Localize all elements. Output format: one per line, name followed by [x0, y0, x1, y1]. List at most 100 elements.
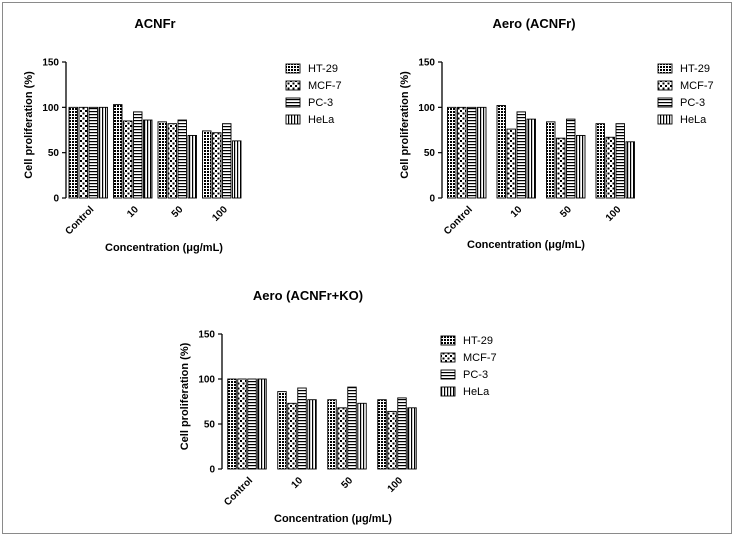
chart-title: Aero (ACNFr) [492, 16, 575, 31]
legend-swatch [657, 80, 673, 91]
bar-ht-29-50 [327, 399, 337, 470]
bar-hela-50 [576, 134, 586, 199]
bar-pc-3-control [467, 106, 477, 199]
legend-label: MCF-7 [463, 352, 497, 364]
y-tick-label: 100 [42, 103, 59, 114]
bar-ht-29-10 [277, 391, 287, 470]
bar-pc-3-control [88, 106, 98, 199]
bar-ht-29-100 [595, 123, 605, 199]
y-tick-label: 150 [418, 58, 435, 69]
x-tick-label: Control [442, 204, 475, 237]
legend-label: PC-3 [680, 97, 705, 109]
y-tick-label: 50 [424, 148, 436, 159]
legend-label: HT-29 [680, 63, 710, 75]
bar-mcf-7-10 [123, 120, 133, 199]
bar-ht-29-control [447, 106, 457, 199]
y-axis-label: Cell proliferation (%) [179, 342, 191, 450]
bar-mcf-7-50 [556, 137, 566, 199]
x-tick-label: 10 [289, 475, 305, 491]
bar-hela-10 [307, 399, 317, 470]
legend-swatch [440, 369, 456, 380]
x-axis-label: Concentration (μg/mL) [467, 239, 585, 251]
bar-ht-29-control [68, 106, 78, 199]
bar-pc-3-control [247, 378, 257, 470]
legend-swatch [440, 352, 456, 363]
x-tick-label: 50 [170, 204, 186, 220]
legend-label: MCF-7 [308, 80, 342, 92]
bar-pc-3-10 [516, 111, 526, 199]
chart-title: Aero (ACNFr+KO) [253, 288, 363, 303]
bar-ht-29-100 [377, 399, 387, 470]
legend-label: PC-3 [308, 97, 333, 109]
bar-mcf-7-10 [287, 402, 297, 470]
bar-ht-29-10 [496, 105, 506, 199]
bar-pc-3-50 [177, 119, 187, 199]
legend-swatch [657, 63, 673, 74]
x-tick-label: 100 [210, 204, 230, 224]
bar-mcf-7-control [457, 106, 467, 199]
bar-hela-100 [407, 407, 417, 470]
chart-legend: HT-29 MCF-7 PC-3 HeLa [285, 63, 342, 126]
bar-hela-control [98, 106, 108, 199]
x-tick-label: 100 [604, 204, 624, 224]
bar-mcf-7-50 [167, 123, 177, 199]
legend-swatch [285, 63, 301, 74]
bar-pc-3-50 [347, 386, 357, 470]
bar-hela-10 [526, 118, 536, 199]
chart-legend: HT-29 MCF-7 PC-3 HeLa [657, 63, 714, 126]
bar-ht-29-50 [546, 121, 556, 199]
bar-mcf-7-control [78, 106, 88, 199]
legend-swatch [440, 386, 456, 397]
legend-label: HT-29 [308, 63, 338, 75]
x-tick-label: 100 [386, 475, 406, 495]
bar-hela-100 [625, 141, 635, 199]
y-tick-label: 100 [198, 375, 215, 386]
x-tick-label: 50 [558, 204, 574, 220]
chart-panel-2: Aero (ACNFr) 0 50 100 150 Cell proliferation … [399, 16, 714, 251]
bar-mcf-7-100 [605, 136, 615, 199]
bar-mcf-7-100 [387, 410, 397, 470]
legend-swatch [657, 97, 673, 108]
bar-pc-3-100 [222, 123, 232, 199]
chart-panel-1: ACNFr 0 50 100 150 Cell proliferation (%) Cont… [23, 16, 342, 254]
bar-hela-control [257, 378, 267, 470]
y-axis-label: Cell proliferation (%) [23, 71, 35, 179]
chart-legend: HT-29 MCF-7 PC-3 HeLa [440, 335, 497, 398]
bar-hela-50 [187, 134, 197, 199]
x-tick-label: Control [63, 204, 96, 237]
legend-swatch [440, 335, 456, 346]
bar-ht-29-50 [157, 121, 167, 199]
x-tick-label: 10 [509, 204, 525, 220]
bar-pc-3-10 [297, 387, 307, 470]
bar-hela-control [477, 106, 487, 199]
y-tick-label: 0 [429, 194, 435, 205]
y-tick-label: 150 [198, 330, 215, 341]
legend-swatch [285, 80, 301, 91]
chart-panel-3: Aero (ACNFr+KO) 0 50 100 150 Cell proliferati… [179, 288, 497, 525]
bar-ht-29-10 [113, 104, 123, 199]
figure-frame [2, 2, 732, 534]
bar-mcf-7-50 [337, 407, 347, 470]
bar-mcf-7-control [237, 378, 247, 470]
y-tick-label: 0 [209, 465, 215, 476]
legend-swatch [285, 114, 301, 125]
legend-swatch [285, 97, 301, 108]
legend-label: MCF-7 [680, 80, 714, 92]
bar-ht-29-100 [202, 130, 212, 199]
bar-pc-3-100 [615, 123, 625, 199]
legend-label: HeLa [463, 386, 490, 398]
legend-label: PC-3 [463, 369, 488, 381]
bar-pc-3-10 [133, 111, 143, 199]
bar-mcf-7-10 [506, 128, 516, 199]
legend-label: HeLa [680, 114, 707, 126]
legend-label: HeLa [308, 114, 335, 126]
y-tick-label: 150 [42, 58, 59, 69]
bar-hela-10 [143, 119, 153, 199]
bar-mcf-7-100 [212, 132, 222, 199]
bar-pc-3-50 [566, 118, 576, 199]
legend-label: HT-29 [463, 335, 493, 347]
x-tick-label: 10 [125, 204, 141, 220]
bar-ht-29-control [227, 378, 237, 470]
legend-swatch [657, 114, 673, 125]
